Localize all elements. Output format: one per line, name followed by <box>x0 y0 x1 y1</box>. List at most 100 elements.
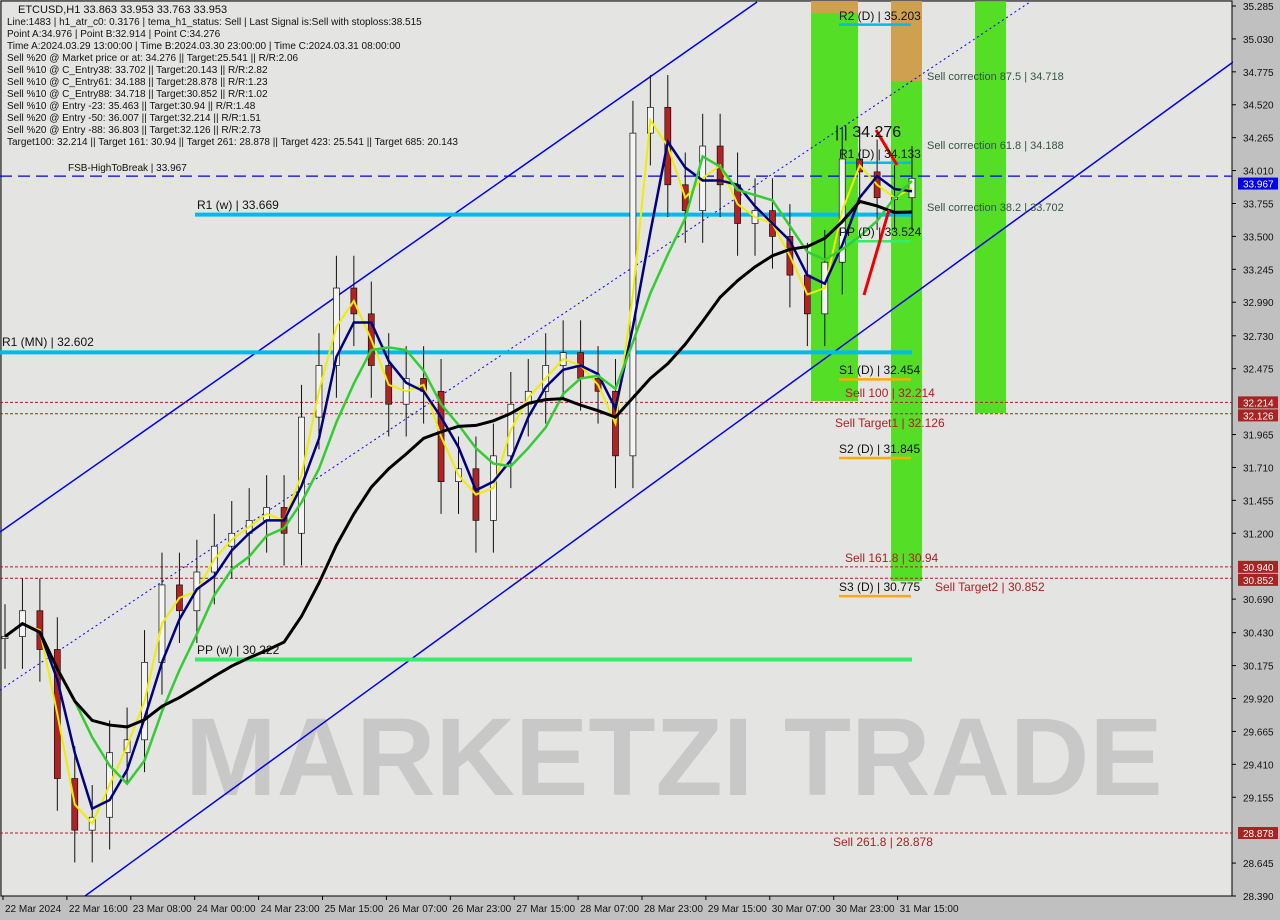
price-tag <box>1238 409 1278 422</box>
x-tick-label: 22 Mar 16:00 <box>69 904 128 915</box>
info-line: Point A:34.976 | Point B:32.914 | Point … <box>7 29 221 40</box>
x-tick-label: 28 Mar 23:00 <box>644 904 703 915</box>
y-tick-label: 30.175 <box>1243 662 1274 673</box>
x-tick-label: 25 Mar 15:00 <box>325 904 384 915</box>
x-tick-label: 24 Mar 00:00 <box>197 904 256 915</box>
abc-line <box>874 129 899 166</box>
level-label: R2 (D) | 35.203 <box>839 8 921 23</box>
price-tag-label: 33.967 <box>1243 180 1274 191</box>
y-tick-label: 30.690 <box>1243 595 1274 606</box>
level-label: S1 (D) | 32.454 <box>839 363 921 378</box>
y-tick-label: 35.285 <box>1243 2 1274 13</box>
level-label: Sell 161.8 | 30.94 <box>845 550 939 565</box>
level-label: Sell correction 38.2 | 33.702 <box>927 202 1064 215</box>
price-tag <box>1238 573 1278 586</box>
y-tick-label: 33.245 <box>1243 265 1274 276</box>
price-tag <box>1238 177 1278 190</box>
price-tag-label: 32.126 <box>1243 411 1274 422</box>
zone-rect <box>811 1 858 401</box>
x-tick-label: 26 Mar 07:00 <box>388 904 447 915</box>
info-line: Sell %10 @ Entry -23: 35.463 || Target:3… <box>7 101 256 112</box>
y-tick-label: 34.265 <box>1243 134 1274 145</box>
y-tick-label: 31.200 <box>1243 529 1274 540</box>
x-tick-label: 26 Mar 23:00 <box>452 904 511 915</box>
zone-rect <box>975 1 1006 413</box>
x-tick-label: 23 Mar 08:00 <box>133 904 192 915</box>
info-line: Sell %10 @ C_Entry88: 34.718 || Target:3… <box>7 89 268 100</box>
x-tick-label: 27 Mar 15:00 <box>516 904 575 915</box>
y-tick-label: 30.430 <box>1243 629 1274 640</box>
channel-mid <box>0 1 1031 691</box>
level-label: R1 (w) | 33.669 <box>197 197 279 212</box>
info-line: Sell %10 @ C_Entry61: 34.188 || Target:2… <box>7 77 268 88</box>
y-tick-label: 31.965 <box>1243 431 1274 442</box>
price-tag-label: 30.940 <box>1243 563 1274 574</box>
x-tick-label: 22 Mar 2024 <box>5 904 62 915</box>
price-tag-label: 28.878 <box>1243 829 1274 840</box>
y-tick-label: 32.475 <box>1243 365 1274 376</box>
info-line: Line:1483 | h1_atr_c0: 0.3176 | tema_h1_… <box>7 17 422 28</box>
y-tick-label: 28.390 <box>1243 892 1274 903</box>
level-label: Sell Target2 | 30.852 <box>935 580 1045 595</box>
info-line: Sell %20 @ Market price or at: 34.276 ||… <box>7 53 299 64</box>
channel-upper <box>0 1 758 533</box>
level-label: Sell 100 | 32.214 <box>845 386 935 401</box>
symbol-title: ETCUSD,H1 33.863 33.953 33.763 33.953 <box>18 4 228 16</box>
x-tick-label: 28 Mar 07:00 <box>580 904 639 915</box>
x-tick-label: 24 Mar 23:00 <box>261 904 320 915</box>
level-label: | | 34.276 <box>835 124 902 142</box>
level-label: S3 (D) | 30.775 <box>839 580 921 595</box>
abc-line <box>862 209 891 296</box>
info-line: Sell %10 @ C_Entry38: 33.702 || Target:2… <box>7 65 268 76</box>
price-tag <box>1238 560 1278 573</box>
ma-navy <box>4 138 913 811</box>
x-tick-label: 31 Mar 15:00 <box>900 904 959 915</box>
y-tick-label: 29.155 <box>1243 793 1274 804</box>
y-tick-label: 31.710 <box>1243 463 1274 474</box>
price-tag <box>1238 396 1278 409</box>
price-tag-label: 30.852 <box>1243 576 1274 587</box>
y-tick-label: 31.455 <box>1243 496 1274 507</box>
channel-lower <box>84 56 1241 897</box>
info-line: Target100: 32.214 || Target 161: 30.94 |… <box>7 137 458 148</box>
y-tick-label: 32.730 <box>1243 332 1274 343</box>
y-tick-label: 29.410 <box>1243 760 1274 771</box>
level-label: FSB-HighToBreak | 33.967 <box>68 163 187 175</box>
price-axis <box>1233 0 1280 920</box>
y-tick-label: 28.645 <box>1243 859 1274 870</box>
ma-fast-yellow <box>4 117 913 826</box>
level-label: Sell 261.8 | 28.878 <box>833 835 933 849</box>
level-label: Sell correction 61.8 | 34.188 <box>927 139 1064 152</box>
y-tick-label: 34.520 <box>1243 101 1274 112</box>
y-tick-label: 34.775 <box>1243 68 1274 79</box>
x-tick-label: 30 Mar 23:00 <box>836 904 895 915</box>
level-label: Sell correction 87.5 | 34.718 <box>927 71 1064 84</box>
y-tick-label: 33.500 <box>1243 232 1274 243</box>
info-line: Sell %20 @ Entry -50: 36.007 || Target:3… <box>7 113 261 124</box>
info-line: Time A:2024.03.29 13:00:00 | Time B:2024… <box>7 41 401 52</box>
y-tick-label: 32.990 <box>1243 298 1274 309</box>
level-label: Sell Target1 | 32.126 <box>835 415 945 430</box>
zone-rect <box>811 1 858 13</box>
price-tag <box>1238 827 1278 840</box>
level-label: S2 (D) | 31.845 <box>839 442 921 457</box>
x-tick-label: 29 Mar 15:00 <box>708 904 767 915</box>
y-tick-label: 35.030 <box>1243 35 1274 46</box>
price-tag-label: 32.214 <box>1243 398 1274 409</box>
zone-rect <box>891 1 922 81</box>
level-label: PP (w) | 30.222 <box>197 642 280 657</box>
watermark: MARKETZI TRADE <box>185 696 1163 819</box>
level-label: R1 (D) | 34.133 <box>839 146 921 161</box>
y-tick-label: 33.755 <box>1243 199 1274 210</box>
y-tick-label: 34.010 <box>1243 167 1274 178</box>
level-label: PP (D) | 33.524 <box>839 225 922 240</box>
y-tick-label: 29.665 <box>1243 727 1274 738</box>
level-label: R1 (MN) | 32.602 <box>2 335 94 350</box>
y-tick-label: 29.920 <box>1243 695 1274 706</box>
info-line: Sell %20 @ Entry -88: 36.803 || Target:3… <box>7 125 261 136</box>
x-tick-label: 30 Mar 07:00 <box>772 904 831 915</box>
ma-slow-black <box>4 199 913 729</box>
time-axis <box>0 897 1280 920</box>
